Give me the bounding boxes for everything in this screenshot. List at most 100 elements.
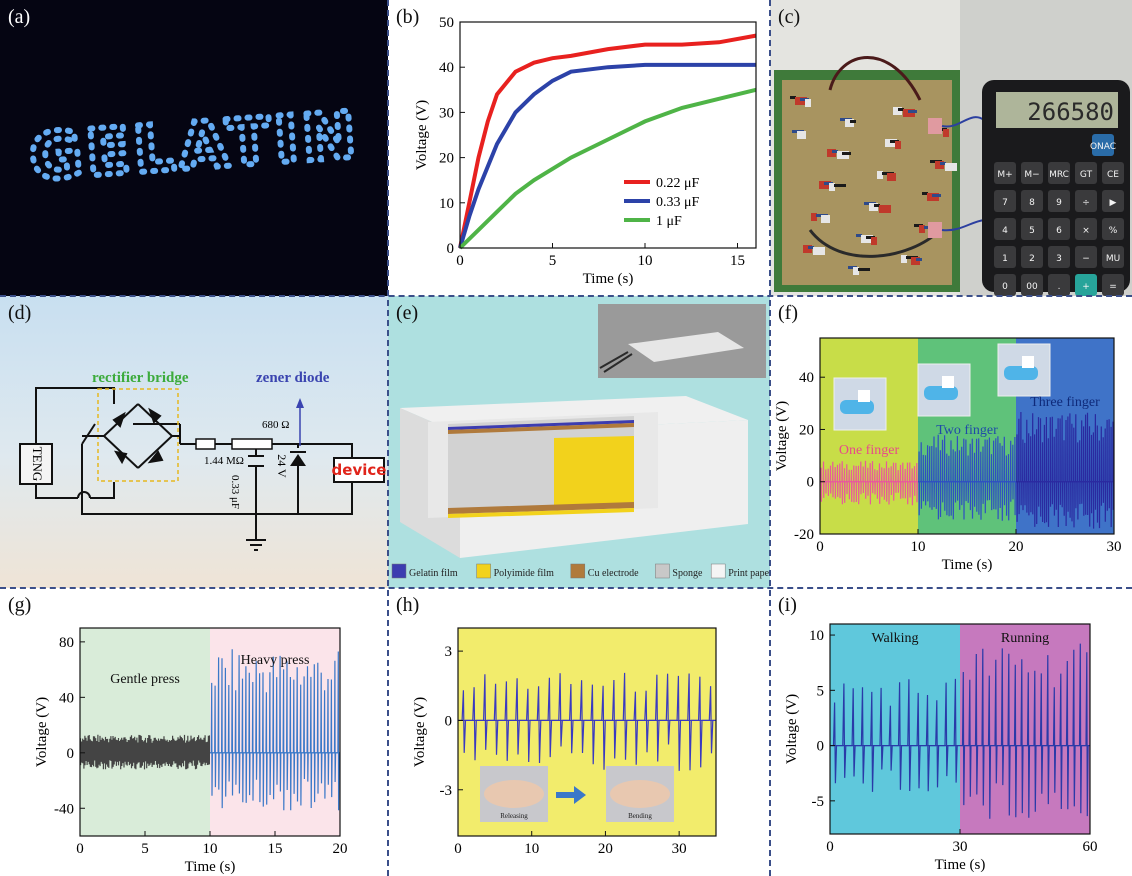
bridge-diodes [82, 403, 180, 469]
legend-label: Sponge [672, 568, 703, 579]
cu-top [448, 423, 634, 434]
legend-swatch [476, 563, 491, 579]
region-label: Two finger [936, 423, 998, 438]
board-component [824, 182, 833, 185]
arm [610, 780, 670, 808]
board-component [874, 204, 880, 207]
board-component [922, 192, 928, 195]
y-tick-label: 20 [439, 151, 454, 167]
board-component [866, 236, 875, 239]
legend-label: Polyimide film [494, 568, 554, 579]
x-tick-label: 30 [1107, 539, 1122, 555]
calc-key-label: 4 [1002, 226, 1008, 236]
y-tick-label: 10 [439, 196, 454, 212]
teng-box [19, 443, 53, 485]
calc-key [1102, 246, 1124, 268]
board-component [821, 215, 830, 223]
y-tick-label: 0 [817, 739, 825, 755]
panel-d: TENG device rectifier bridge zener diode… [0, 296, 388, 588]
x-tick-label: 20 [1009, 539, 1024, 555]
calc-key-label: ▶ [1110, 198, 1117, 208]
legend-label: 1 μF [656, 214, 682, 229]
region-label: Running [1001, 631, 1049, 646]
board-component [811, 213, 817, 221]
charging-chart: 0 5 10 15 0 10 20 30 40 50 Time (s) Voltage (V) 0.22… [414, 15, 757, 287]
calc-key [1021, 190, 1043, 212]
panel-d-label: (d) [8, 302, 32, 324]
sensor-pad [942, 376, 954, 388]
region-label: One finger [839, 443, 900, 458]
teng-label: TENG [30, 447, 45, 482]
x-axis-label: Time (s) [583, 271, 634, 287]
y-axis-label: Voltage (V) [774, 401, 790, 471]
clip-1 [928, 118, 942, 134]
led-text: GELATIN [27, 99, 362, 196]
board-component [800, 98, 809, 101]
ground-symbol [246, 539, 266, 551]
region-background [820, 338, 918, 534]
zener-symbol [290, 454, 306, 466]
calc-key [1102, 274, 1124, 296]
gelatin-layer [448, 420, 634, 430]
calc-key-label: 0 [1002, 282, 1008, 292]
calc-key-label: 5 [1029, 226, 1035, 236]
region-label: Three finger [1030, 395, 1100, 410]
glove [840, 400, 874, 414]
glove [1004, 366, 1038, 380]
board-component [914, 224, 923, 227]
calculator-display [996, 92, 1118, 128]
region-background [80, 628, 210, 836]
board-component [901, 255, 907, 263]
x-tick-label: 5 [141, 841, 149, 857]
x-tick-label: 0 [816, 539, 824, 555]
y-tick-label: -40 [54, 801, 74, 817]
y-tick-label: 5 [817, 683, 825, 699]
board-component [916, 258, 922, 261]
separator-3 [387, 0, 389, 876]
board-component [856, 234, 862, 237]
panel-f: One finger Two finger Three finger 0 10 20 30 -… [770, 296, 1132, 588]
cu-bottom [448, 502, 634, 514]
panel-g: Gentle press Heavy press 0 5 10 15 20 -40 0 40 80 T… [0, 588, 388, 876]
wire-1 [828, 56, 922, 101]
board-component [871, 237, 877, 245]
calc-key [994, 218, 1016, 240]
calc-key [1102, 162, 1124, 184]
series-line [458, 33, 757, 249]
y-tick-label: 3 [445, 644, 453, 660]
calc-key-label: GT [1080, 170, 1093, 180]
calc-key-label: M+ [997, 170, 1012, 180]
legend-swatch [655, 563, 670, 579]
y-tick-label: 0 [67, 746, 75, 762]
board-component [879, 205, 891, 213]
board-component [893, 107, 902, 115]
calculator-readout: 266580 [1027, 98, 1114, 126]
legend-swatch [391, 563, 407, 579]
separator-4 [769, 0, 771, 876]
x-tick-label: 10 [524, 841, 539, 857]
inset-caption: Bending [628, 812, 652, 820]
y-tick-label: 40 [799, 370, 814, 386]
calc-key [1021, 274, 1043, 296]
calc-key [1092, 134, 1114, 156]
y-tick-label: 50 [439, 15, 454, 31]
legend-label: Print paper [728, 568, 770, 579]
panel-h-label: (h) [396, 594, 420, 616]
x-tick-label: 10 [203, 841, 218, 857]
legend-label: Gelatin film [409, 568, 458, 579]
polyimide-bottom [448, 508, 634, 518]
y-tick-label: 40 [59, 690, 74, 706]
calc-key-label: % [1109, 226, 1118, 236]
board-component [898, 108, 904, 111]
board-component [943, 129, 949, 137]
y-tick-label: 0 [807, 475, 815, 491]
calc-key [1021, 162, 1043, 184]
calc-key [1075, 162, 1097, 184]
region-background [960, 624, 1090, 834]
panel-e-label: (e) [396, 302, 419, 324]
x-tick-label: 0 [826, 839, 834, 855]
calc-key-label: 3 [1056, 254, 1062, 264]
board-component [848, 266, 857, 269]
calc-key [1102, 218, 1124, 240]
